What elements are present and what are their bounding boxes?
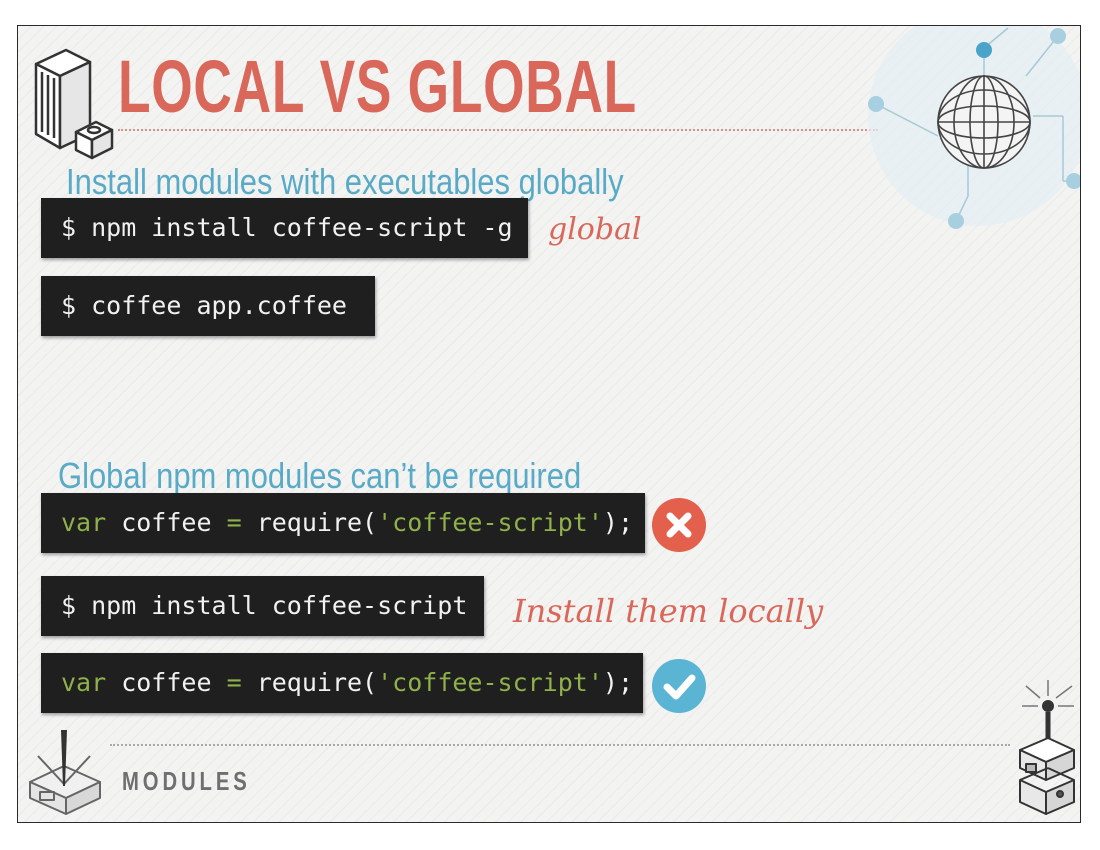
success-badge xyxy=(652,659,706,713)
robot-tower-icon xyxy=(1019,680,1075,815)
server-tower-icon xyxy=(34,48,114,160)
code-string: 'coffee-script' xyxy=(377,508,603,537)
code-block-require-ok: var coffee = require('coffee-script'); xyxy=(41,653,643,713)
code-keyword: var xyxy=(61,508,107,537)
page-title: LOCAL VS GLOBAL xyxy=(118,45,637,128)
note-global: global xyxy=(548,212,642,247)
code-identifier: coffee xyxy=(106,508,227,537)
check-icon xyxy=(663,674,696,700)
code-string: 'coffee-script' xyxy=(377,668,603,697)
code-call: require( xyxy=(241,508,378,537)
globe-network-icon xyxy=(868,26,1080,229)
footer-label: MODULES xyxy=(122,766,251,796)
section-heading-global-executables: Install modules with executables globall… xyxy=(66,161,624,202)
code-operator: = xyxy=(226,668,242,697)
modules-box-icon xyxy=(29,730,101,815)
code-block-npm-install-global: $ npm install coffee-script -g xyxy=(41,198,528,258)
slide: LOCAL VS GLOBAL xyxy=(17,25,1081,823)
code-operator: = xyxy=(226,508,242,537)
code-keyword: var xyxy=(61,668,107,697)
code-block-npm-install-local: $ npm install coffee-script xyxy=(41,576,484,636)
code-call: require( xyxy=(241,668,378,697)
code-block-require-fail: var coffee = require('coffee-script'); xyxy=(41,493,645,553)
note-install-locally: Install them locally xyxy=(513,592,824,630)
code-end: ); xyxy=(602,508,633,537)
code-identifier: coffee xyxy=(106,668,227,697)
close-icon xyxy=(666,512,692,538)
footer-divider xyxy=(110,744,1010,746)
code-block-coffee-run: $ coffee app.coffee xyxy=(41,276,375,336)
section-heading-cannot-require: Global npm modules can’t be required xyxy=(58,455,582,496)
code-end: ); xyxy=(602,668,633,697)
title-divider xyxy=(118,129,878,131)
error-badge xyxy=(652,498,706,552)
